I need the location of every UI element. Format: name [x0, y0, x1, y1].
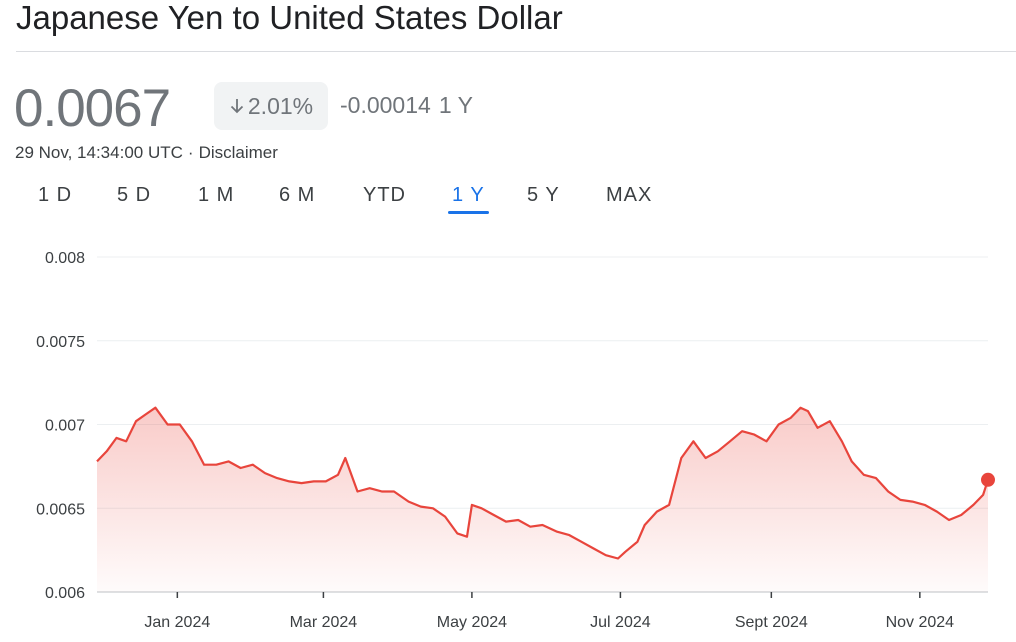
timestamp: 29 Nov, 14:34:00 UTC: [15, 143, 183, 162]
arrow-down-icon: [230, 99, 244, 114]
tab-label: YTD: [363, 184, 406, 206]
tab-5y[interactable]: 5 Y: [527, 182, 560, 208]
change-absolute: -0.00014: [340, 92, 431, 118]
price-chart[interactable]: 0.008 0.0075 0.007 0.0065 0.006 Jan 2024 Mar …: [0, 230, 1016, 642]
active-tab-indicator: [448, 211, 489, 214]
tab-1d[interactable]: 1 D: [38, 182, 72, 208]
current-price: 0.0067: [14, 79, 171, 138]
x-tick-label: May 2024: [437, 614, 507, 631]
x-tick-label: Jan 2024: [144, 614, 210, 631]
x-tick-label: Mar 2024: [290, 614, 358, 631]
tab-label: 1 Y: [452, 184, 485, 206]
tab-label: 1 D: [38, 184, 73, 206]
disclaimer-link[interactable]: Disclaimer: [198, 143, 278, 162]
tab-label: 6 M: [279, 184, 316, 206]
x-tick-label: Nov 2024: [886, 614, 955, 631]
y-tick-label: 0.0065: [36, 501, 85, 518]
y-tick-label: 0.007: [45, 418, 85, 435]
tab-label: 5 D: [117, 184, 152, 206]
last-price-dot[interactable]: [981, 472, 995, 487]
title-divider: [16, 51, 1016, 52]
y-tick-label: 0.008: [45, 250, 85, 267]
y-tick-label: 0.006: [45, 585, 85, 602]
timestamp-line: 29 Nov, 14:34:00 UTC · Disclaimer: [15, 143, 278, 163]
page-title: Japanese Yen to United States Dollar: [16, 0, 563, 36]
y-axis-labels: 0.008 0.0075 0.007 0.0065 0.006: [36, 250, 85, 602]
change-period: 1 Y: [438, 92, 473, 118]
y-tick-label: 0.0075: [36, 334, 85, 351]
change-summary: -0.00014 1 Y: [340, 92, 473, 119]
change-percent-badge: 2.01%: [214, 82, 328, 130]
x-axis: Jan 2024 Mar 2024 May 2024 Jul 2024 Sept 202…: [144, 592, 954, 631]
tab-ytd[interactable]: YTD: [363, 182, 406, 208]
tab-1m[interactable]: 1 M: [198, 182, 234, 208]
change-percent: 2.01%: [247, 92, 314, 119]
tab-max[interactable]: MAX: [606, 182, 652, 208]
price-area: [97, 407, 988, 592]
tab-label: 1 M: [198, 184, 235, 206]
separator-dot: ·: [187, 143, 194, 162]
tab-5d[interactable]: 5 D: [117, 182, 151, 208]
x-tick-label: Sept 2024: [735, 614, 808, 631]
range-tabs: 1 D 5 D 1 M 6 M YTD 1 Y 5 Y MAX: [0, 182, 700, 216]
tab-label: MAX: [606, 184, 653, 206]
x-tick-label: Jul 2024: [590, 614, 651, 631]
tab-1y[interactable]: 1 Y: [448, 182, 489, 214]
tab-6m[interactable]: 6 M: [279, 182, 315, 208]
tab-label: 5 Y: [527, 184, 560, 206]
price-line: [96, 406, 990, 560]
